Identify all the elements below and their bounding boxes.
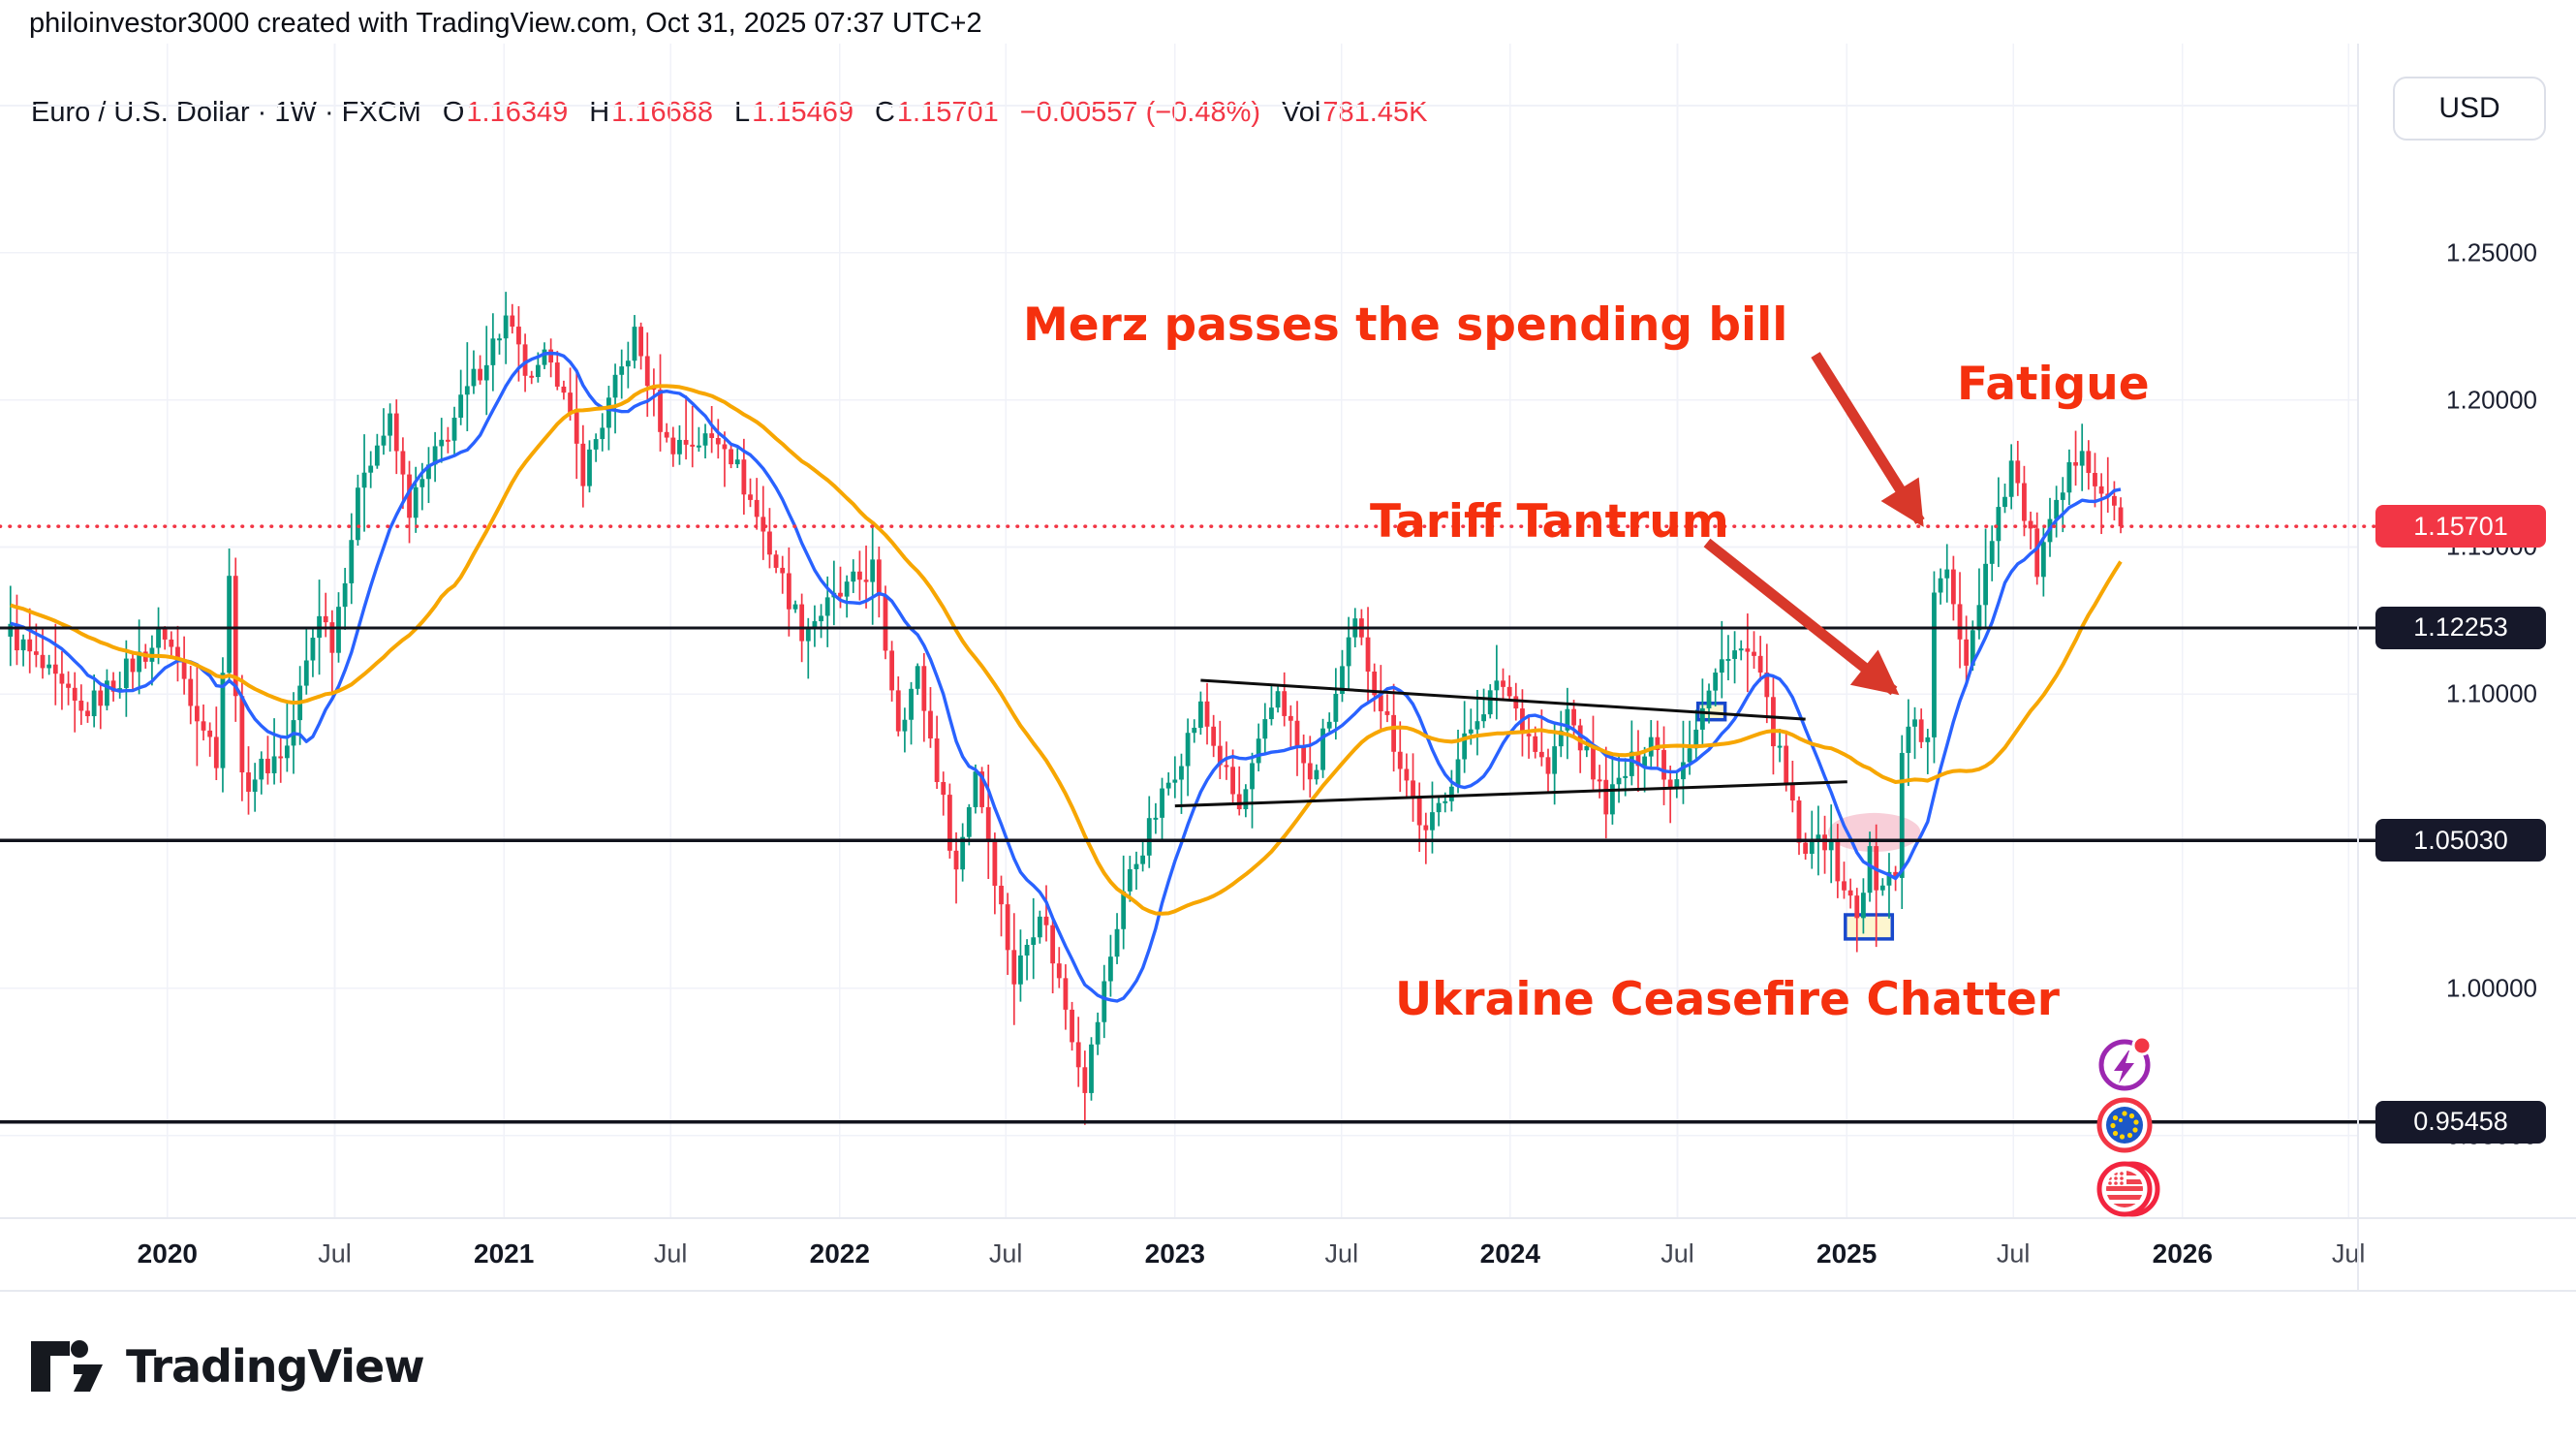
annotation-merz-spending-bill[interactable]: Merz passes the spending bill xyxy=(1023,298,1788,352)
time-tick-label: Jul xyxy=(1660,1238,1694,1268)
eu-stars xyxy=(2110,1111,2139,1140)
time-axis[interactable]: 2020 Jul 2021 Jul 2022 Jul 2023 Jul 2024 Jul 2025 J… xyxy=(0,1217,2576,1290)
symbol-info-bar: Euro / U.S. Dollar · 1W · FXCM O 1.16349 … xyxy=(31,97,1427,129)
tradingview-mark-icon xyxy=(31,1340,103,1392)
time-tick-label: Jul xyxy=(988,1238,1023,1268)
time-tick-label: 2022 xyxy=(809,1238,870,1269)
time-tick-label: 2020 xyxy=(137,1238,198,1269)
price-tick-label: 1.25000 xyxy=(2446,237,2537,267)
ohlc-close: C 1.15701 xyxy=(874,97,999,128)
price-badge-last-price: 1.15701 xyxy=(2375,505,2546,549)
us-flag-field xyxy=(2106,1171,2143,1207)
attribution-text: philoinvestor3000 created with TradingVi… xyxy=(29,8,982,39)
highlight-box[interactable] xyxy=(1844,913,1895,941)
annotation-fatigue[interactable]: Fatigue xyxy=(1957,358,2150,411)
annotation-arrows[interactable] xyxy=(1703,352,1925,696)
price-badge-level: 1.12253 xyxy=(2375,606,2546,649)
axis-separator-top xyxy=(0,1217,2576,1219)
price-badge-level: 1.05030 xyxy=(2375,819,2546,862)
time-tick-label: 2026 xyxy=(2152,1238,2213,1269)
time-tick-label: 2025 xyxy=(1816,1238,1878,1269)
us-flag-icon[interactable] xyxy=(2095,1158,2162,1220)
ohlc-low: L 1.15469 xyxy=(734,97,853,128)
ohlc-high: H 1.16688 xyxy=(589,97,713,128)
time-tick-label: 2023 xyxy=(1144,1238,1205,1269)
wedge-trendlines[interactable] xyxy=(1174,678,1847,808)
horizontal-level-lines[interactable] xyxy=(0,626,2378,1124)
candlesticks xyxy=(8,292,2124,1125)
flash-event-icon[interactable] xyxy=(2095,1033,2155,1093)
time-tick-label: Jul xyxy=(318,1238,352,1268)
event-icon-stack xyxy=(2095,1033,2160,1220)
symbol-title[interactable]: Euro / U.S. Dollar · 1W · FXCM xyxy=(31,97,421,128)
price-tick-label: 1.10000 xyxy=(2446,678,2537,708)
price-badge-level: 0.95458 xyxy=(2375,1100,2546,1144)
grid-lines xyxy=(0,44,2357,1217)
tariff-arrow xyxy=(1703,538,1900,696)
price-change: −0.00557 (−0.48%) xyxy=(1019,97,1261,128)
axis-separator-bottom xyxy=(0,1290,2576,1292)
merz-arrow xyxy=(1811,352,1925,527)
time-tick-label: 2024 xyxy=(1479,1238,1540,1269)
price-tick-label: 1.20000 xyxy=(2446,385,2537,415)
time-tick-label: 2021 xyxy=(474,1238,535,1269)
eu-flag-icon[interactable] xyxy=(2095,1095,2155,1155)
ma-fast-line xyxy=(10,351,2122,1003)
time-tick-label: Jul xyxy=(1324,1238,1359,1268)
currency-toggle-button[interactable]: USD xyxy=(2393,77,2546,141)
price-axis[interactable]: 1.250001.200001.150001.100001.000000.950… xyxy=(2357,44,2576,1290)
time-tick-label: Jul xyxy=(1996,1238,2031,1268)
volume: Vol 781.45K xyxy=(1282,97,1428,128)
ohlc-open: O 1.16349 xyxy=(442,97,569,128)
tradingview-logo[interactable]: TradingView xyxy=(29,1339,425,1394)
price-axis-separator xyxy=(2357,44,2359,1292)
price-tick-label: 1.00000 xyxy=(2446,973,2537,1003)
annotation-tariff-tantrum[interactable]: Tariff Tantrum xyxy=(1370,495,1729,549)
tradingview-logo-text: TradingView xyxy=(126,1340,425,1393)
annotation-ukraine-ceasefire[interactable]: Ukraine Ceasefire Chatter xyxy=(1395,973,2060,1026)
time-tick-label: Jul xyxy=(2331,1238,2366,1268)
ma-slow-line xyxy=(10,384,2123,916)
time-tick-label: Jul xyxy=(653,1238,688,1268)
